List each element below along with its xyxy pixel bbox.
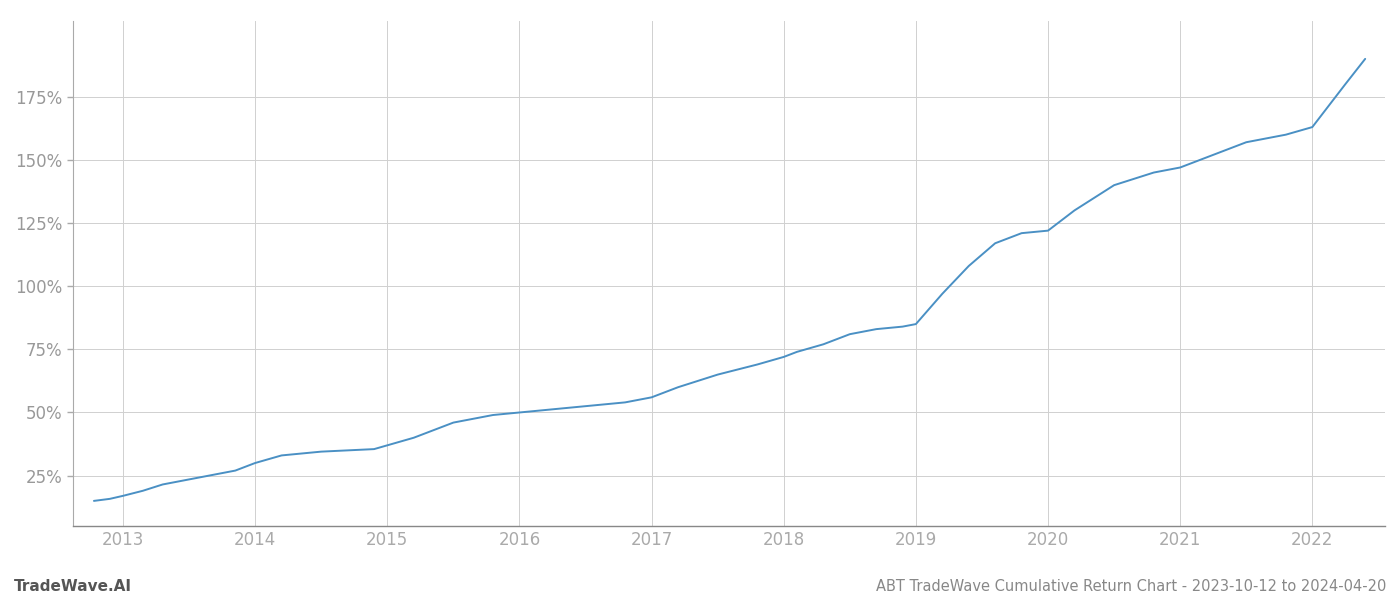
- Text: ABT TradeWave Cumulative Return Chart - 2023-10-12 to 2024-04-20: ABT TradeWave Cumulative Return Chart - …: [875, 579, 1386, 594]
- Text: TradeWave.AI: TradeWave.AI: [14, 579, 132, 594]
